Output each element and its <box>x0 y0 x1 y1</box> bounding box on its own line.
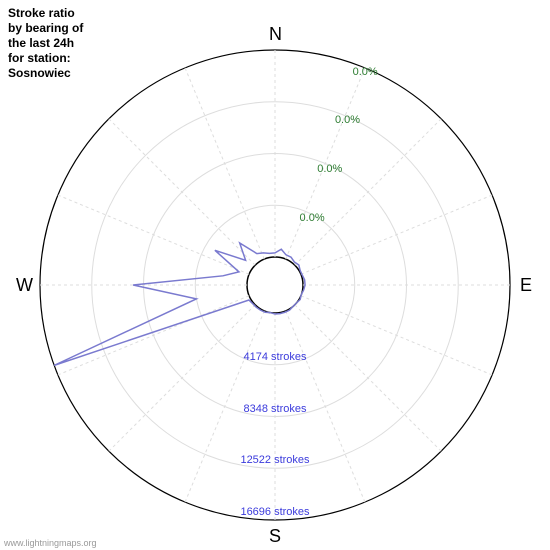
pct-label-ring2: 0.0% <box>317 163 342 175</box>
pct-label-ring1: 0.0% <box>300 212 325 224</box>
dir-label-e: E <box>520 275 532 296</box>
pct-label-ring4: 0.0% <box>353 66 378 78</box>
polar-svg <box>0 0 550 550</box>
polar-chart-container: { "title": "Stroke ratio\nby bearing of\… <box>0 0 550 550</box>
credit-text: www.lightningmaps.org <box>4 538 97 548</box>
stroke-label-ring4: 16696 strokes <box>240 506 309 518</box>
pct-label-ring3: 0.0% <box>335 114 360 126</box>
dir-label-s: S <box>269 526 281 547</box>
stroke-label-ring2: 8348 strokes <box>244 403 307 415</box>
stroke-label-ring3: 12522 strokes <box>240 454 309 466</box>
dir-label-n: N <box>269 24 282 45</box>
stroke-label-ring1: 4174 strokes <box>244 351 307 363</box>
dir-label-w: W <box>16 275 33 296</box>
